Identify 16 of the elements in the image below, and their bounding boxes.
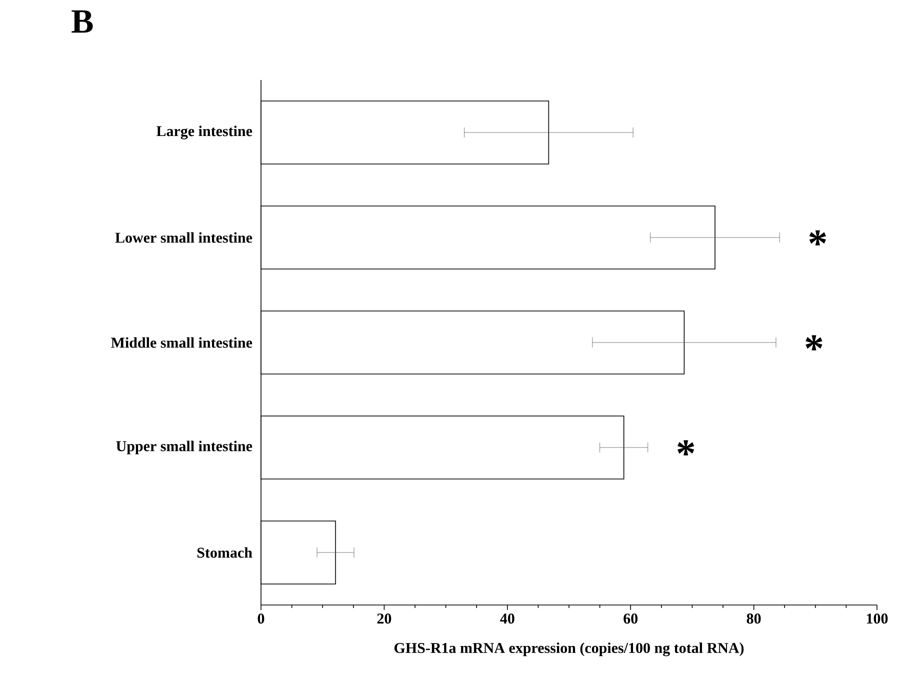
x-tick-label: 40 — [500, 614, 514, 624]
y-tick-label: Upper small intestine — [116, 440, 252, 454]
y-tick-label: Stomach — [197, 547, 252, 558]
annotation: * — [678, 440, 694, 456]
x-tick-label: 80 — [746, 614, 761, 624]
x-tick-label: 100 — [866, 614, 888, 624]
chart-title: B — [72, 10, 93, 33]
y-tick-label: Lower small intestine — [115, 232, 252, 243]
annotation: * — [806, 335, 822, 350]
x-tick-label: 0 — [258, 614, 264, 624]
annotation: * — [809, 230, 826, 246]
x-tick-label: 60 — [624, 614, 638, 624]
x-tick-label: 20 — [377, 614, 392, 624]
y-tick-label: Middle small intestine — [111, 337, 252, 348]
x-axis-title: GHS-R1a mRNA expression (copies/100 ng total RNA) — [394, 642, 744, 656]
y-tick-label: Large intestine — [156, 126, 252, 140]
